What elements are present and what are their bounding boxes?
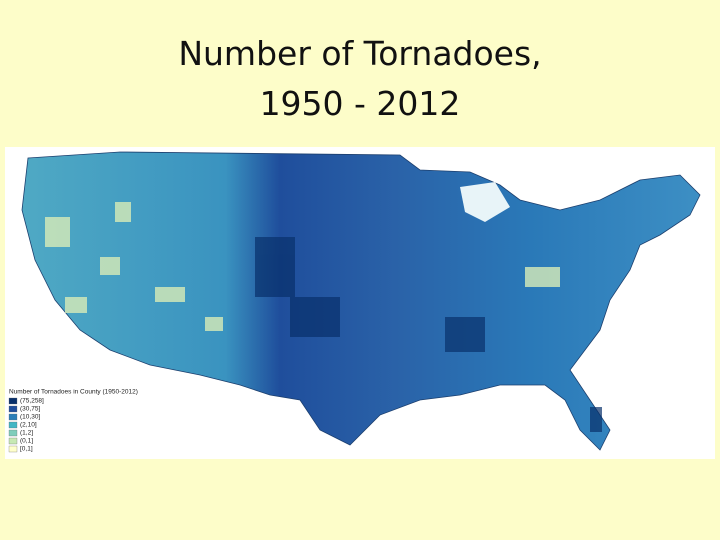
map: Number of Tornadoes in County (1950-2012…	[5, 147, 715, 459]
legend-items: (75,258](30,75](10,30](2,10](1,2](0,1][0…	[8, 397, 44, 453]
legend-box	[7, 385, 155, 455]
dark-areas	[255, 237, 602, 432]
legend-label: (10,30]	[20, 414, 40, 421]
legend-label: [0,1]	[20, 446, 33, 453]
legend-title: Number of Tornadoes in County (1950-2012…	[9, 389, 138, 396]
light-areas	[45, 202, 560, 331]
legend-swatch	[8, 405, 18, 413]
legend-label: (0,1]	[20, 438, 33, 445]
legend-swatch	[8, 413, 18, 421]
legend-label: (1,2]	[20, 430, 33, 437]
legend-swatch	[8, 397, 18, 405]
legend-swatch	[8, 421, 18, 429]
title-line: Number of Tornadoes,	[178, 34, 542, 73]
great-lakes	[460, 182, 510, 222]
legend-swatch	[8, 437, 18, 445]
legend-swatch	[8, 429, 18, 437]
title-line: 1950 - 2012	[259, 84, 461, 123]
legend-swatch	[8, 445, 18, 453]
legend-label: (30,75]	[20, 406, 40, 413]
us-map	[21, 151, 701, 451]
legend-label: (75,258]	[20, 398, 44, 405]
legend-label: (2,10]	[20, 422, 37, 429]
